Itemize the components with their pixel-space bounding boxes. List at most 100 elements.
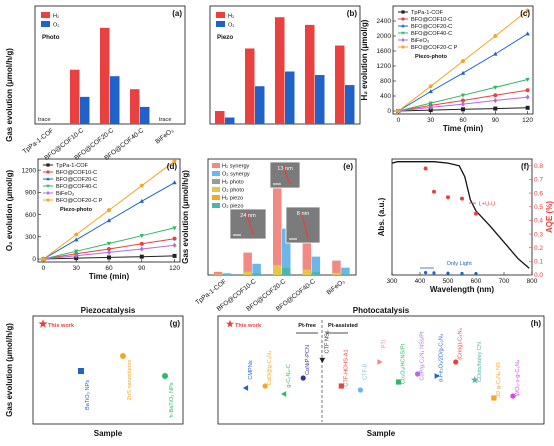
- panel-annotation: Piezo-photo: [415, 54, 448, 60]
- legend-marker: [401, 45, 404, 48]
- comparison-point: [226, 320, 234, 328]
- y-axis-label: H₂ evolution (μmol/g): [360, 19, 369, 100]
- y-axis-label: O₂ evolution (μmol/g): [5, 170, 14, 252]
- comparison-point: [78, 368, 84, 374]
- x-tick-label: 0: [397, 117, 401, 124]
- legend-label: O₂ synergy: [222, 172, 250, 178]
- plot-frame: [392, 159, 532, 275]
- data-point: [461, 101, 465, 106]
- y-axis-label: Gas evolution (μmol/h/g): [5, 48, 14, 142]
- x-tick-label: 0: [42, 265, 46, 272]
- stacked-segment: [252, 273, 261, 275]
- legend-swatch: [216, 21, 225, 27]
- legend-marker: [401, 38, 404, 42]
- pt-assisted-label: Pt-assisted: [328, 323, 358, 329]
- stacked-segment: [312, 272, 321, 275]
- data-point: [493, 93, 497, 97]
- point-label: PTI: [381, 339, 387, 348]
- bar-H₂: [245, 48, 255, 124]
- only-light-label: Only Light: [447, 261, 473, 267]
- bar-H₂: [305, 25, 315, 124]
- point-label: g-C₃N₄-C: [286, 364, 292, 388]
- legend-label: BFO@COF20-C P: [56, 198, 103, 204]
- x-tick-label: 120: [522, 117, 533, 124]
- point-label: CoNiP-PCN: [305, 345, 311, 375]
- legend-marker: [46, 198, 49, 201]
- aqe-point: [460, 197, 464, 201]
- y-tick-label: 800: [380, 78, 391, 85]
- only-light-point: [424, 271, 427, 274]
- legend-label: BFO@COF10-C: [56, 170, 97, 176]
- only-light-point: [446, 272, 449, 275]
- panel-title: Photocatalysis: [353, 306, 410, 315]
- legend-label: BFO@COF10-C: [411, 17, 452, 23]
- y-tick-label: 400: [380, 93, 391, 100]
- stacked-segment: [341, 274, 350, 275]
- data-point: [493, 107, 497, 111]
- legend-swatch: [212, 171, 220, 176]
- panel-label: (g): [170, 319, 181, 328]
- legend-label: O₂: [53, 23, 60, 29]
- legend-marker: [46, 191, 49, 195]
- bar-H₂: [215, 111, 225, 124]
- data-point: [140, 242, 144, 246]
- point-label: CTF NSs: [324, 330, 330, 353]
- only-light-point: [474, 272, 477, 275]
- tem-size-label: 8 nm: [297, 211, 310, 217]
- x-axis-label: Sample: [367, 429, 396, 438]
- legend-swatch: [212, 203, 220, 208]
- y-axis-label: Abs. (a.u.): [377, 197, 386, 236]
- only-light-point: [432, 271, 435, 274]
- stacked-segment: [243, 272, 252, 275]
- point-label: ZnS nanosheets: [127, 359, 133, 400]
- data-point: [140, 255, 144, 259]
- x-category-label: BiFeO₃: [154, 127, 175, 146]
- legend-label: O₂ photo: [222, 188, 244, 194]
- y-tick-label: 1200: [22, 167, 37, 174]
- aqe-point: [432, 190, 436, 194]
- x-tick-label: 90: [138, 265, 146, 272]
- x-tick-label: 90: [492, 117, 500, 124]
- point-label: CTF-0: [362, 364, 368, 380]
- y-tick-label: 0: [32, 256, 36, 263]
- panel-a-photo-bar-chart: Gas evolution (μmol/h/g)TpPa-1-COFBFO@CO…: [5, 6, 185, 162]
- legend-label: TpPa-1-COF: [411, 10, 444, 16]
- data-point: [172, 180, 176, 184]
- tem-size-label: 13 nm: [277, 166, 293, 172]
- legend-label: BFO@COF40-C: [56, 184, 97, 190]
- data-point: [525, 31, 529, 35]
- bar-H₂: [70, 70, 80, 124]
- only-light-point: [460, 272, 463, 275]
- panel-label: (c): [520, 9, 530, 18]
- point-label: CoP/g-C₃N₄ NSs/Pt: [420, 331, 426, 380]
- x-axis-label: Wavelength (nm): [430, 285, 494, 294]
- x-tick-label: 120: [169, 265, 180, 272]
- y2-axis-label: AQE (%): [545, 201, 554, 233]
- y-tick-label: 600: [25, 212, 36, 219]
- point-label: h-BaTiO₃ NPs: [169, 382, 175, 417]
- legend-label: TpPa-1-COF: [56, 163, 89, 169]
- y-axis-label: Gas evolution (μmol/h/g): [5, 323, 14, 417]
- comparison-point: [162, 373, 168, 379]
- x-tick-label: 500: [443, 278, 454, 285]
- point-label: WO₃-x-g-C₃N₄: [515, 359, 521, 396]
- stacked-segment: [282, 268, 291, 275]
- legend-label: H₂: [228, 14, 234, 20]
- y2-tick-label: 0.4: [534, 218, 543, 225]
- legend-marker: [401, 17, 404, 20]
- x-tick-label: 60: [105, 265, 113, 272]
- x-tick-label: 30: [73, 265, 81, 272]
- bar-H₂: [130, 89, 140, 124]
- comparison-point: [120, 353, 126, 359]
- bar-O₂: [80, 97, 90, 124]
- lu-annotation: L+U-U: [479, 201, 495, 207]
- point-label: CMPNs: [248, 360, 254, 379]
- point-label: α-Fe₂O₃/2D/g-C₃N₄: [439, 333, 445, 382]
- x-axis-label: Sample: [94, 429, 123, 438]
- panel-label: (e): [343, 162, 353, 171]
- tem-size-label: 24 nm: [240, 213, 256, 219]
- bar-O₂: [255, 86, 265, 124]
- panel-annotation: Piezo-photo: [60, 207, 93, 213]
